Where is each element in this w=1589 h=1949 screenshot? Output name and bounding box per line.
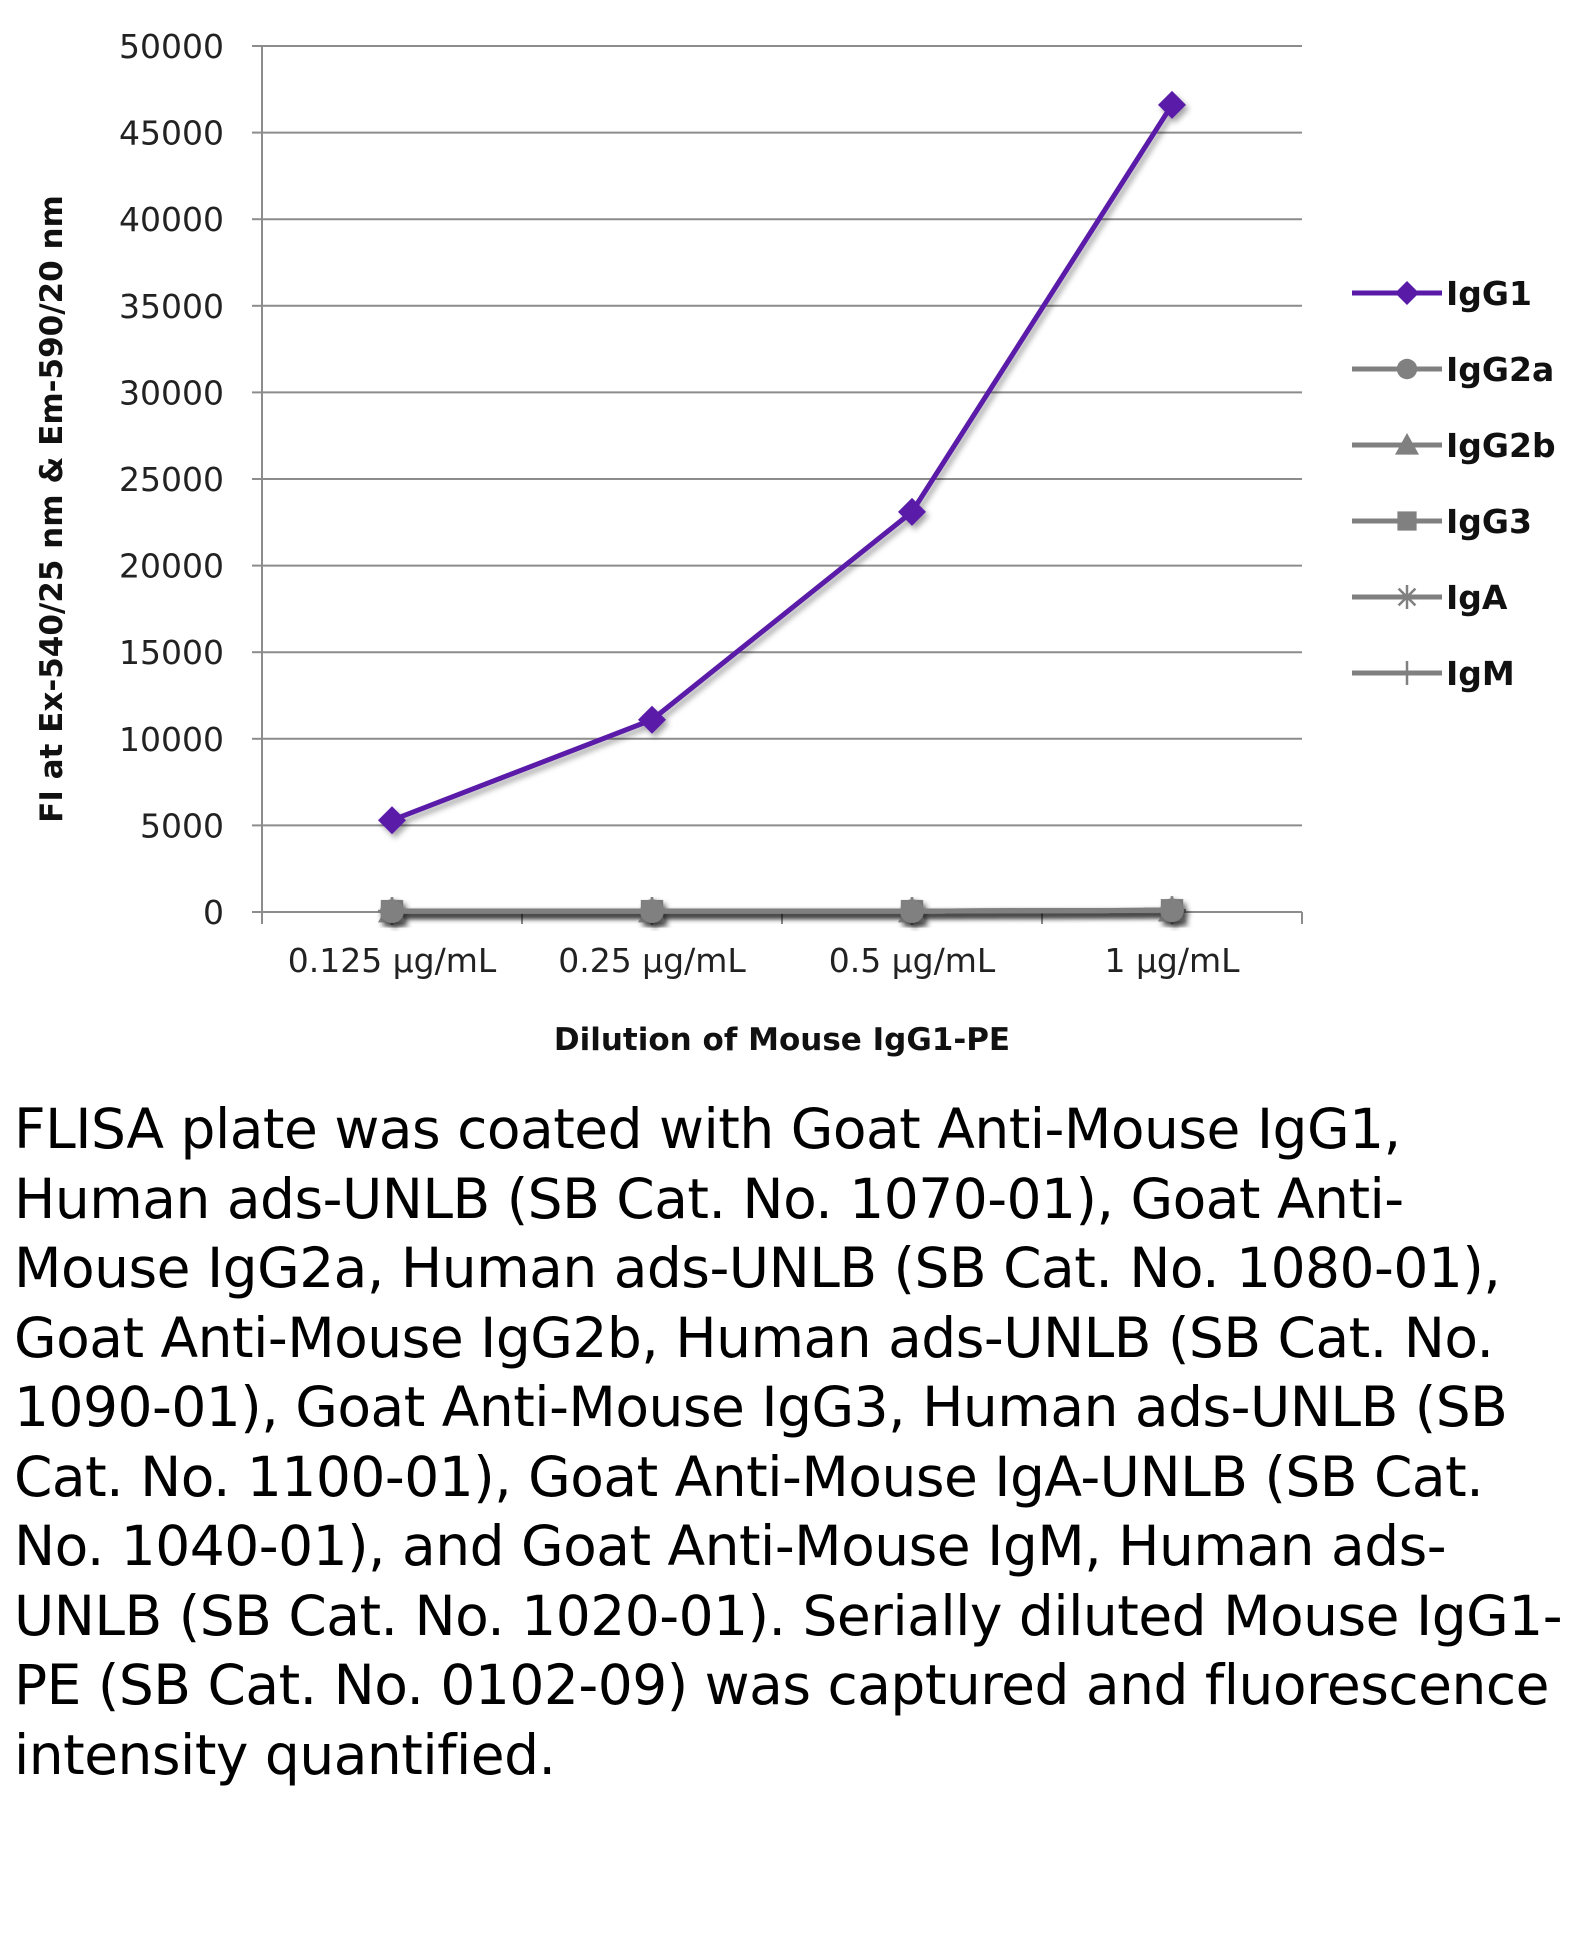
series-igg1 — [378, 90, 1186, 835]
legend-label: IgG2a — [1446, 350, 1554, 389]
legend-label: IgG1 — [1446, 274, 1532, 313]
y-tick-label: 50000 — [119, 27, 224, 66]
y-tick-label: 40000 — [119, 200, 224, 239]
data-point — [1158, 90, 1186, 119]
legend-marker — [1395, 585, 1419, 609]
gridlines — [262, 45, 1302, 827]
y-tick-label: 5000 — [140, 806, 224, 845]
data-point — [380, 899, 404, 924]
x-tick-label: 0.25 µg/mL — [558, 941, 746, 980]
axes: 0 5000 10000 15000 20000 25000 30000 35000 40000… — [119, 27, 1303, 980]
y-tick-label: 15000 — [119, 633, 224, 672]
x-tick-label: 0.5 µg/mL — [829, 941, 996, 980]
x-tick-label: 0.125 µg/mL — [288, 941, 497, 980]
legend-item: IgG2a — [1352, 350, 1554, 389]
x-tick-label: 1 µg/mL — [1104, 941, 1240, 980]
legend-item: IgA — [1352, 578, 1508, 617]
legend-label: IgM — [1446, 654, 1515, 693]
y-tick-label: 45000 — [119, 114, 224, 153]
data-point — [900, 899, 924, 924]
chart: 0 5000 10000 15000 20000 25000 30000 35000 40000… — [34, 27, 1556, 1058]
y-tick-label: 25000 — [119, 460, 224, 499]
legend-marker — [1395, 661, 1419, 685]
legend-marker — [1395, 433, 1419, 455]
x-axis-title: Dilution of Mouse IgG1-PE — [554, 1022, 1010, 1058]
y-tick-label: 30000 — [119, 373, 224, 412]
legend-marker — [1395, 281, 1419, 305]
series-line — [392, 907, 1173, 914]
legend-item: IgG3 — [1352, 502, 1532, 541]
legend-marker — [1397, 511, 1417, 531]
figure-caption: FLISA plate was coated with Goat Anti-Mo… — [14, 1097, 1563, 1787]
data-point — [1160, 898, 1184, 923]
legend-marker — [1396, 358, 1418, 380]
series-igg2a — [380, 898, 1184, 924]
y-tick-label: 0 — [203, 893, 224, 932]
y-tick-label: 20000 — [119, 547, 224, 586]
y-tick-label: 10000 — [119, 720, 224, 759]
y-tick-label: 35000 — [119, 287, 224, 326]
legend-label: IgG3 — [1446, 502, 1532, 541]
series-line — [391, 103, 1175, 823]
legend: IgG1 IgG2a IgG2b IgG3 IgA IgM — [1352, 274, 1556, 693]
data-point — [638, 705, 666, 734]
y-axis-title: FI at Ex-540/25 nm & Em-590/20 nm — [34, 195, 70, 823]
asterisk-stroke — [1397, 587, 1417, 607]
legend-item: IgG1 — [1352, 274, 1532, 313]
series — [378, 90, 1186, 926]
legend-label: IgG2b — [1446, 426, 1556, 465]
data-point — [898, 497, 926, 526]
legend-item: IgG2b — [1352, 426, 1556, 465]
data-point — [378, 806, 406, 835]
legend-label: IgA — [1446, 578, 1508, 617]
data-point — [640, 899, 664, 924]
legend-item: IgM — [1352, 654, 1515, 693]
